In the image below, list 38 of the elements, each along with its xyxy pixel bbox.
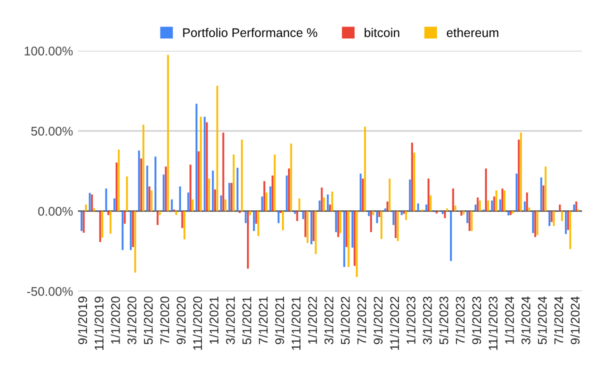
x-tick-label: 5/1/2022 bbox=[340, 296, 350, 344]
x-tick-label: 11/1/2022 bbox=[390, 296, 400, 350]
legend-label: bitcoin bbox=[364, 28, 400, 38]
x-tick-label: 5/1/2023 bbox=[439, 296, 448, 344]
x-tick-label: 1/1/2021 bbox=[209, 296, 218, 344]
x-tick-label: 1/1/2023 bbox=[406, 296, 416, 344]
x-tick-label: 7/1/2023 bbox=[456, 296, 465, 344]
x-tick-label: 11/1/2021 bbox=[291, 296, 301, 350]
x-tick-label: 9/1/2023 bbox=[472, 296, 482, 344]
x-tick-label: 7/1/2020 bbox=[160, 296, 170, 344]
x-tick-label: 5/1/2020 bbox=[144, 296, 153, 344]
x-tick-label: 3/1/2022 bbox=[324, 296, 334, 344]
y-tick-label: 100.00% bbox=[24, 46, 73, 56]
x-tick-label: 3/1/2021 bbox=[226, 296, 235, 344]
x-tick-label: 9/1/2019 bbox=[78, 296, 88, 344]
y-tick-label: 0.00% bbox=[38, 206, 73, 216]
legend-label: Portfolio Performance % bbox=[183, 28, 318, 38]
x-tick-label: 1/1/2022 bbox=[308, 296, 317, 344]
legend-label: ethereum bbox=[446, 28, 498, 38]
x-tick-label: 9/1/2024 bbox=[570, 296, 580, 344]
x-tick-label: 5/1/2024 bbox=[538, 296, 547, 344]
x-tick-label: 3/1/2020 bbox=[127, 296, 136, 344]
x-tick-label: 11/1/2020 bbox=[192, 296, 202, 350]
x-tick-label: 7/1/2024 bbox=[554, 296, 564, 344]
x-tick-label: 9/1/2021 bbox=[274, 296, 284, 344]
x-tick-label: 11/1/2023 bbox=[488, 296, 498, 350]
x-tick-label: 7/1/2021 bbox=[258, 296, 268, 344]
x-tick-label: 1/1/2020 bbox=[110, 296, 120, 344]
x-tick-label: 3/1/2024 bbox=[521, 296, 530, 344]
x-tick-label: 9/1/2022 bbox=[373, 296, 383, 344]
x-tick-label: 1/1/2024 bbox=[504, 296, 514, 344]
x-tick-label: 11/1/2019 bbox=[94, 296, 104, 350]
y-tick-label: 50.00% bbox=[31, 126, 73, 136]
x-tick-label: 9/1/2020 bbox=[176, 296, 186, 344]
x-tick-label: 5/1/2021 bbox=[242, 296, 252, 344]
x-tick-label: 3/1/2023 bbox=[422, 296, 432, 344]
x-tick-label: 7/1/2022 bbox=[357, 296, 366, 344]
y-tick-label: -50.00% bbox=[27, 287, 73, 296]
